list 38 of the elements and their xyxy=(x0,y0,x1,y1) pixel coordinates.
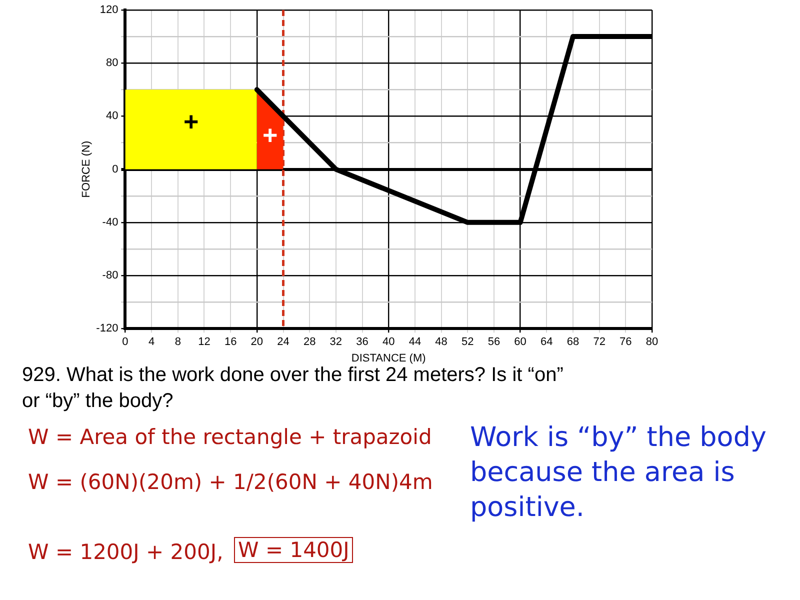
x-tick-label: 4 xyxy=(148,336,155,348)
y-tick-label: 0 xyxy=(112,163,118,176)
y-tick-label: -40 xyxy=(102,216,118,228)
annotation: + xyxy=(262,120,278,150)
x-tick-label: 72 xyxy=(593,336,606,348)
text: 929. What is the work done over the first 24 meters? Is it “on” or “by” the body? xyxy=(22,364,564,414)
x-tick-label: 68 xyxy=(566,336,580,348)
x-tick-label: 12 xyxy=(198,336,210,348)
x-tick-label: 64 xyxy=(540,336,553,348)
x-tick-label: 56 xyxy=(488,336,500,348)
x-tick-label: 44 xyxy=(408,336,422,348)
x-tick-label: 20 xyxy=(250,336,264,348)
x-tick-label: 76 xyxy=(620,336,632,348)
x-tick-label: 52 xyxy=(462,336,474,348)
x-tick-label: 40 xyxy=(382,336,395,348)
x-tick-label: 0 xyxy=(122,336,128,348)
text: W = 1200J + 200J, xyxy=(28,540,224,564)
text: W = Area of the rectangle + trapazoid xyxy=(28,425,432,449)
text: W = 1400J xyxy=(234,537,354,563)
x-tick-label: 36 xyxy=(356,336,368,348)
x-tick-label: 32 xyxy=(330,336,342,348)
x-tick-label: 16 xyxy=(224,336,237,348)
y-axis-title: FORCE (N) xyxy=(80,140,93,198)
x-axis-title: DISTANCE (M) xyxy=(351,352,426,364)
y-tick-label: -80 xyxy=(102,270,118,282)
x-tick-label: 28 xyxy=(303,336,316,348)
y-tick-label: -120 xyxy=(96,322,118,335)
y-tick-label: 40 xyxy=(106,110,118,122)
text: Work is “by” the body because the area is positive. xyxy=(470,421,768,526)
x-tick-label: 8 xyxy=(174,336,181,348)
x-tick-label: 80 xyxy=(646,336,658,348)
x-tick-label: 24 xyxy=(277,336,290,348)
x-tick-label: 60 xyxy=(514,336,526,348)
x-tick-label: 48 xyxy=(435,336,448,348)
annotation: + xyxy=(183,106,199,137)
y-tick-label: 80 xyxy=(106,57,118,70)
y-tick-label: 120 xyxy=(100,4,118,16)
text: W = (60N)(20m) + 1/2(60N + 40N)4m xyxy=(28,470,433,494)
